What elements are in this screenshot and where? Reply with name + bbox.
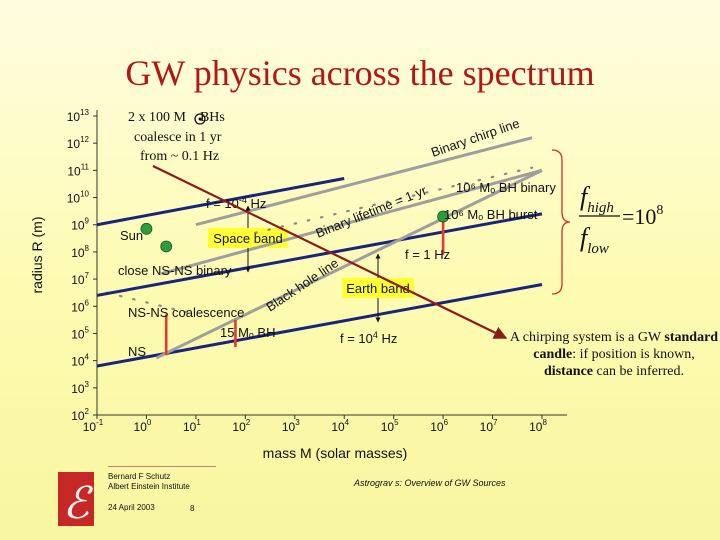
annotation-line1: 2 x 100 M BHs [128,110,225,125]
series-line-5 [155,169,543,360]
series-line-3 [195,136,533,227]
f-mid-label: f = 1 Hz [405,247,450,262]
ns-label: NS [128,344,146,359]
standard-candle-note: A chirping system is a GW standard candl… [509,330,719,379]
series-line-0 [97,177,345,227]
brace-icon [551,149,571,295]
earth-band-box [342,278,414,298]
y-tick-label: 106 [71,298,89,314]
annotation-arrow [152,165,508,339]
y-axis-label: radius R (m) [29,216,45,293]
point-group [140,210,450,253]
point-marker-2 [437,210,450,223]
x-tick-label: 104 [331,418,349,434]
space-band-label: Space band [213,231,282,246]
aei-logo-icon: ℰ [58,472,94,528]
footer-divider [108,466,216,467]
nsns-coalescence-label: NS-NS coalescence [128,305,244,320]
dotted-line-0 [105,291,197,316]
frequency-ratio-formula: fhigh flow =108 [579,182,663,257]
series-line-1 [97,212,543,297]
svg-text:ℰ: ℰ [63,479,94,528]
x-tick-label: 101 [183,418,201,434]
x-tick-label: 100 [134,418,152,434]
annotation-line2: coalesce in 1 yr [134,130,222,145]
space-band-box [208,228,288,248]
y-tick-label: 104 [71,353,89,369]
f-high-label: f = 104 Hz [340,330,397,346]
y-tick-label: 105 [71,325,89,341]
svg-text:=108: =108 [622,203,663,229]
dotted-line-group [105,166,534,316]
y-tick-label: 103 [71,380,89,396]
x-tick-label: 108 [529,418,547,434]
sun-label: Sun [120,228,143,243]
x-axis-label: mass M (solar masses) [263,445,408,461]
f-low-label: f = 10-4 Hz [206,195,266,211]
footer-institute: Albert Einstein Institute [108,482,190,491]
point-marker-0 [140,222,153,235]
x-tick-label: 107 [480,418,498,434]
sun-symbol-icon [194,113,206,125]
footer-page-number: 8 [190,504,195,513]
y-tick-label: 109 [71,217,89,233]
y-tick-label: 107 [71,271,89,287]
bh-burst-label: 10⁶ Mₒ BH burst [444,207,538,222]
red-segment-group [164,222,445,356]
svg-text:flow: flow [580,223,609,257]
x-tick-label: 105 [381,418,399,434]
footer-author-block: Bernard F Schutz Albert Einstein Institu… [108,472,190,492]
annotation-line3: from ~ 0.1 Hz [140,149,219,164]
svg-text:fhigh: fhigh [580,182,614,216]
series-line-4 [160,168,543,276]
bh15-label: 15 Mₒ BH [220,325,275,340]
footer-author: Bernard F Schutz [108,472,171,481]
x-tick-label: 103 [282,418,300,434]
x-tick-label: 102 [232,418,250,434]
bh-binary-label: 10⁶ Mₒ BH binary [456,180,556,195]
x-tick-label: 10-1 [83,418,104,434]
x-tick-label: 106 [430,418,448,434]
y-tick-label: 1013 [67,108,90,124]
earth-band-label: Earth band [346,281,410,296]
x-tick-group: 10-1 100 101 102 103 104 105 106 107 108 [83,415,547,434]
point-marker-1 [160,240,173,253]
y-tick-label: 1012 [67,135,90,151]
slide-title: GW physics across the spectrum [125,53,595,93]
footer-subtitle: Astrograv s: Overview of GW Sources [354,478,506,488]
nsns-binary-label: close NS-NS binary [118,263,232,278]
series-line-2 [97,283,543,368]
footer-date: 24 April 2003 [108,503,155,512]
y-tick-label: 108 [71,244,89,260]
line-group [97,136,543,368]
y-tick-label: 1010 [67,190,90,206]
y-tick-label: 1011 [67,162,89,178]
